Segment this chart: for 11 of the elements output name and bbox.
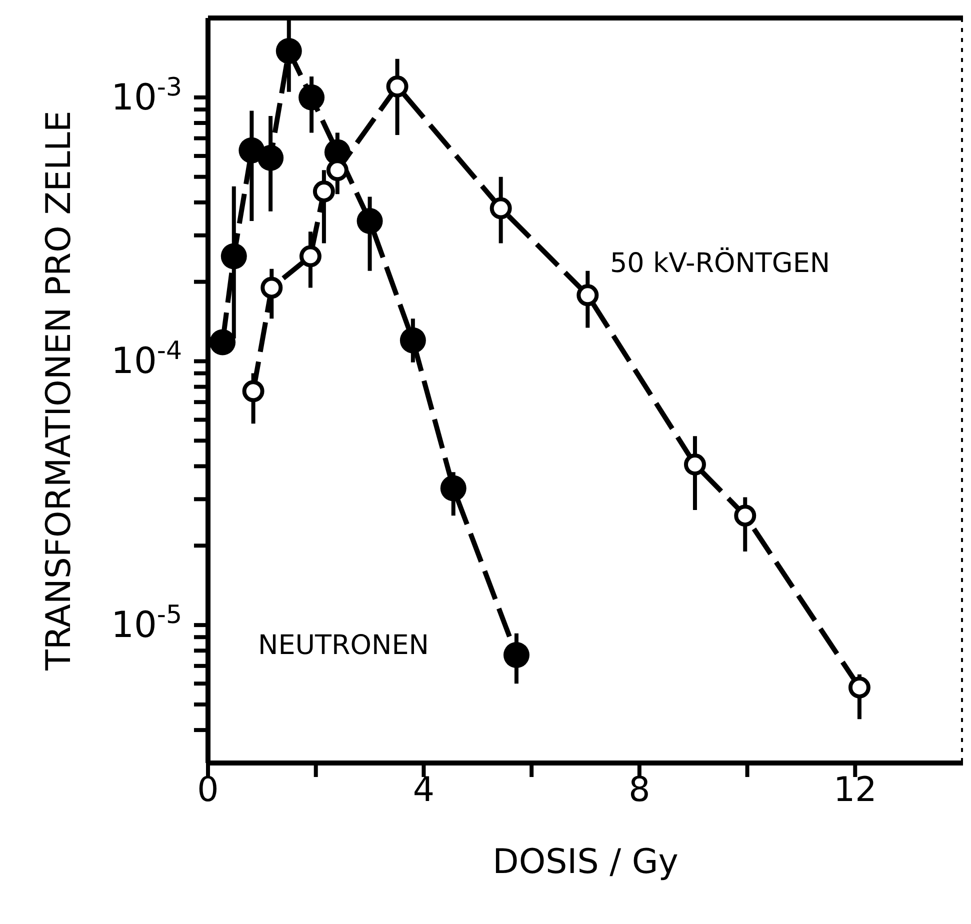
x-axis-title: DOSIS / Gy bbox=[492, 842, 678, 882]
y-tick-label: 10$^{-5}$ bbox=[111, 600, 182, 646]
x-tick-label: 0 bbox=[197, 770, 219, 810]
x-tick-label: 4 bbox=[412, 770, 435, 810]
series-label: 50 kV-RÖNTGEN bbox=[610, 248, 830, 279]
text: NEUTRONEN bbox=[258, 630, 429, 661]
x-tick-label: 12 bbox=[834, 770, 877, 810]
x-tick-label: 8 bbox=[628, 770, 650, 810]
y-axis-title: TRANSFORMATIONEN PRO ZELLE bbox=[39, 110, 80, 672]
y-tick-label: 10$^{-4}$ bbox=[111, 336, 182, 382]
y-tick-label: 10$^{-3}$ bbox=[111, 72, 182, 118]
